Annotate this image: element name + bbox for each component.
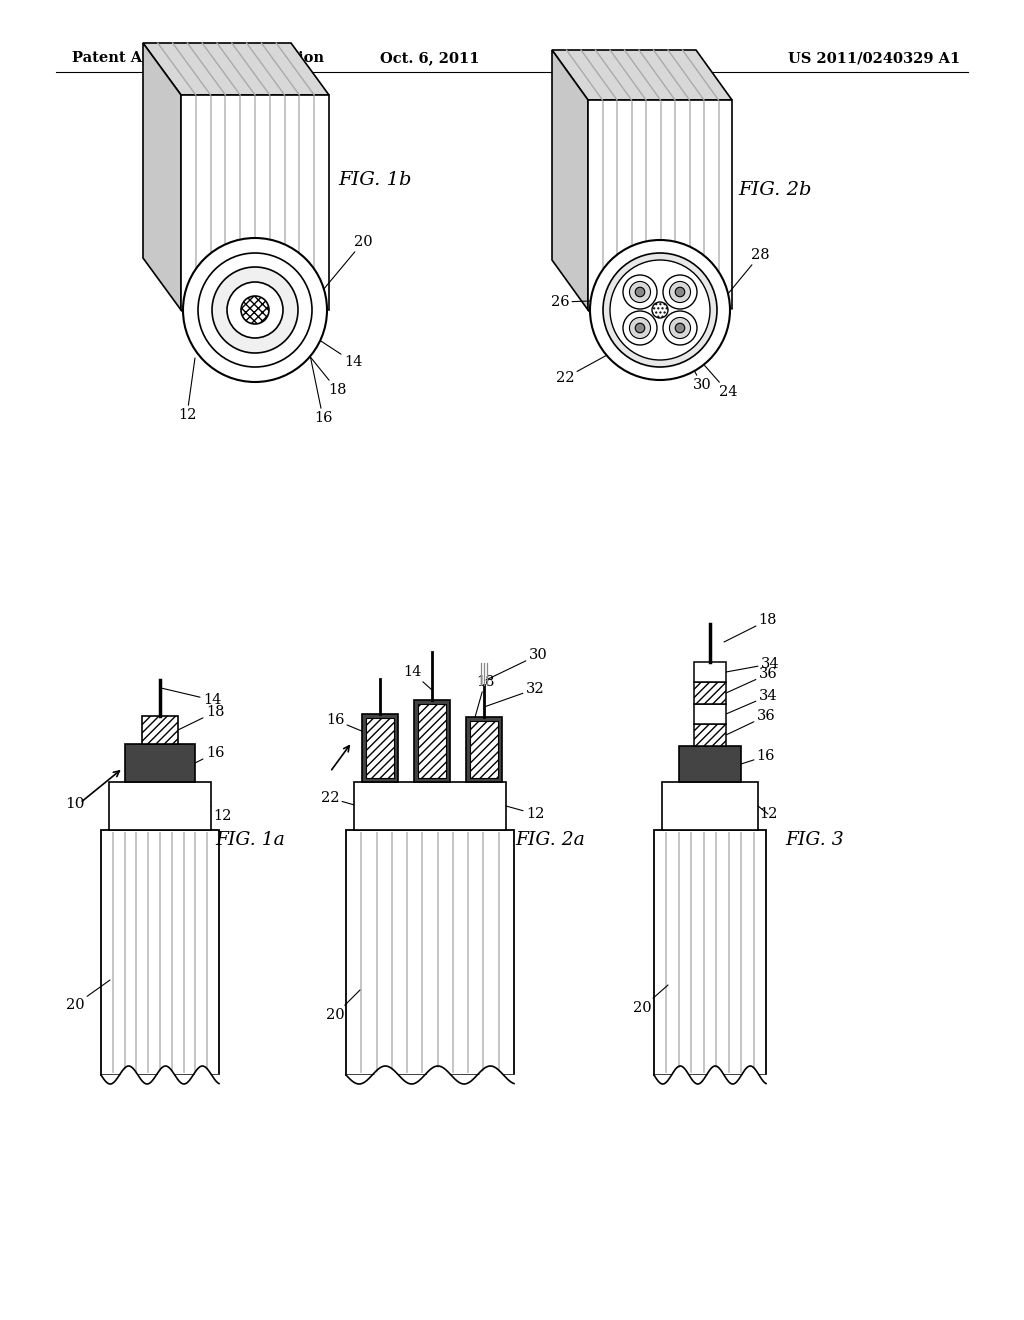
Text: 26: 26 <box>551 294 622 309</box>
Bar <box>662 781 758 830</box>
Bar <box>125 744 195 781</box>
Text: 18: 18 <box>466 675 495 748</box>
Text: 28: 28 <box>727 248 769 294</box>
Text: 16: 16 <box>309 350 332 425</box>
Circle shape <box>603 253 717 367</box>
Text: 14: 14 <box>402 665 432 690</box>
Circle shape <box>675 323 685 333</box>
Bar <box>101 830 219 1074</box>
Text: FIG. 1a: FIG. 1a <box>215 832 285 849</box>
Text: 22: 22 <box>556 348 620 385</box>
Bar <box>694 704 726 723</box>
Circle shape <box>630 318 650 338</box>
Text: 34: 34 <box>726 657 779 672</box>
Circle shape <box>198 253 312 367</box>
Polygon shape <box>588 100 732 310</box>
Text: 22: 22 <box>321 791 358 807</box>
Text: 14: 14 <box>281 315 362 370</box>
Bar <box>694 663 726 682</box>
Text: 18: 18 <box>178 705 224 730</box>
Circle shape <box>635 288 645 297</box>
Circle shape <box>670 318 690 338</box>
Circle shape <box>610 260 710 360</box>
Text: 36: 36 <box>726 667 777 693</box>
Text: 36: 36 <box>726 709 775 735</box>
Circle shape <box>241 296 269 323</box>
Text: 24: 24 <box>698 358 737 399</box>
Text: 12: 12 <box>758 807 777 821</box>
Polygon shape <box>143 44 181 310</box>
Circle shape <box>675 288 685 297</box>
Text: 20: 20 <box>633 985 668 1015</box>
Circle shape <box>590 240 730 380</box>
Bar <box>414 700 450 781</box>
Text: 12: 12 <box>178 358 197 422</box>
Bar <box>362 714 398 781</box>
Text: 16: 16 <box>195 746 224 763</box>
Text: 14: 14 <box>161 688 221 708</box>
Circle shape <box>670 281 690 302</box>
Bar <box>354 781 506 830</box>
Circle shape <box>630 281 650 302</box>
Bar <box>346 830 514 1074</box>
Bar <box>679 746 741 781</box>
Text: 16: 16 <box>741 748 775 764</box>
Polygon shape <box>552 50 732 100</box>
Bar <box>366 718 394 777</box>
Bar <box>654 830 766 1074</box>
Text: 18: 18 <box>724 612 777 642</box>
Text: FIG. 3: FIG. 3 <box>785 832 845 849</box>
Bar <box>694 682 726 704</box>
Bar <box>694 723 726 746</box>
Text: 12: 12 <box>506 807 544 821</box>
Circle shape <box>212 267 298 352</box>
Text: 20: 20 <box>326 990 360 1022</box>
Circle shape <box>652 302 668 318</box>
Text: 30: 30 <box>486 648 548 680</box>
Text: US 2011/0240329 A1: US 2011/0240329 A1 <box>787 51 961 65</box>
Text: 18: 18 <box>295 338 346 397</box>
Text: 34: 34 <box>726 689 777 714</box>
Circle shape <box>663 275 697 309</box>
Polygon shape <box>143 44 329 95</box>
Circle shape <box>623 312 657 345</box>
Polygon shape <box>552 50 588 310</box>
Polygon shape <box>181 95 329 310</box>
Circle shape <box>635 323 645 333</box>
Text: 10: 10 <box>66 797 85 810</box>
Text: 30: 30 <box>664 314 712 392</box>
Circle shape <box>623 275 657 309</box>
Text: Patent Application Publication: Patent Application Publication <box>72 51 324 65</box>
Text: FIG. 2a: FIG. 2a <box>515 832 585 849</box>
Text: 16: 16 <box>326 713 398 746</box>
Text: 20: 20 <box>323 235 373 290</box>
Text: Oct. 6, 2011: Oct. 6, 2011 <box>380 51 480 65</box>
Text: 12: 12 <box>211 807 231 822</box>
Bar <box>466 717 502 781</box>
Text: 32: 32 <box>484 682 545 708</box>
Circle shape <box>183 238 327 381</box>
Text: FIG. 2b: FIG. 2b <box>738 181 812 199</box>
Circle shape <box>663 312 697 345</box>
Circle shape <box>227 282 283 338</box>
Bar <box>470 721 498 777</box>
Bar <box>109 781 211 830</box>
Bar <box>142 715 178 744</box>
Text: FIG. 1b: FIG. 1b <box>338 172 412 189</box>
Text: 20: 20 <box>66 979 110 1012</box>
Bar <box>418 704 446 777</box>
